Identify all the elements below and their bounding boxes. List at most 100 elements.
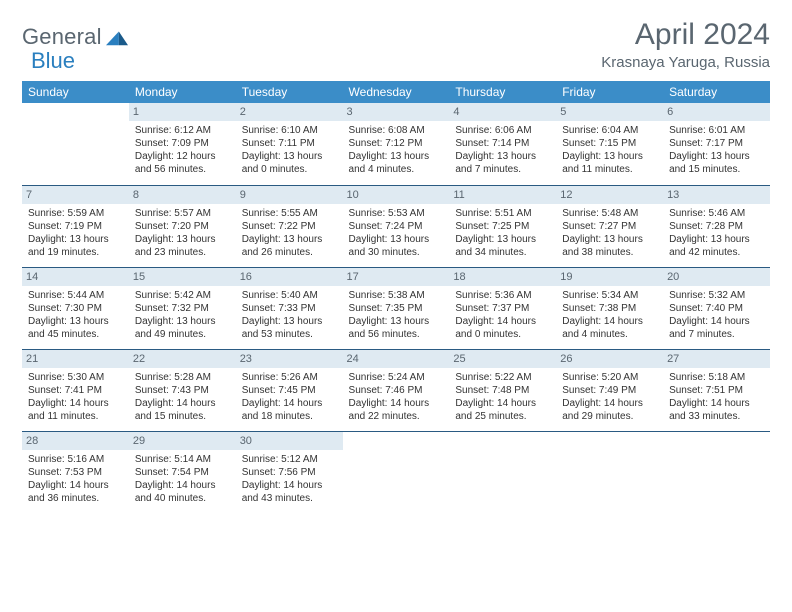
title-block: April 2024 Krasnaya Yaruga, Russia [601,18,770,71]
calendar-cell [343,431,450,513]
sunset-line: Sunset: 7:46 PM [349,384,444,397]
calendar-cell: 18Sunrise: 5:36 AMSunset: 7:37 PMDayligh… [449,267,556,349]
daylight-line: Daylight: 14 hours and 15 minutes. [135,397,230,423]
weekday-header: Wednesday [343,81,450,103]
sunset-line: Sunset: 7:12 PM [349,137,444,150]
daylight-line: Daylight: 13 hours and 0 minutes. [242,150,337,176]
sunrise-line: Sunrise: 5:20 AM [562,371,657,384]
sunrise-line: Sunrise: 5:51 AM [455,207,550,220]
sunrise-line: Sunrise: 5:12 AM [242,453,337,466]
sunset-line: Sunset: 7:54 PM [135,466,230,479]
day-number: 18 [449,268,556,286]
day-number: 26 [556,350,663,368]
sunrise-line: Sunrise: 5:55 AM [242,207,337,220]
sunset-line: Sunset: 7:41 PM [28,384,123,397]
day-number: 16 [236,268,343,286]
daylight-line: Daylight: 14 hours and 43 minutes. [242,479,337,505]
calendar-cell: 24Sunrise: 5:24 AMSunset: 7:46 PMDayligh… [343,349,450,431]
day-number: 1 [129,103,236,121]
daylight-line: Daylight: 13 hours and 19 minutes. [28,233,123,259]
day-number: 19 [556,268,663,286]
day-number: 22 [129,350,236,368]
day-number: 25 [449,350,556,368]
sunrise-line: Sunrise: 6:12 AM [135,124,230,137]
calendar-cell: 1Sunrise: 6:12 AMSunset: 7:09 PMDaylight… [129,103,236,185]
day-number: 2 [236,103,343,121]
sunrise-line: Sunrise: 5:18 AM [669,371,764,384]
calendar-cell: 27Sunrise: 5:18 AMSunset: 7:51 PMDayligh… [663,349,770,431]
day-number: 9 [236,186,343,204]
weekday-header: Sunday [22,81,129,103]
logo-text-blue: Blue [31,48,75,74]
calendar-cell: 10Sunrise: 5:53 AMSunset: 7:24 PMDayligh… [343,185,450,267]
sunset-line: Sunset: 7:22 PM [242,220,337,233]
day-number: 3 [343,103,450,121]
calendar-cell: 6Sunrise: 6:01 AMSunset: 7:17 PMDaylight… [663,103,770,185]
sunrise-line: Sunrise: 5:26 AM [242,371,337,384]
sunrise-line: Sunrise: 5:42 AM [135,289,230,302]
sunrise-line: Sunrise: 6:10 AM [242,124,337,137]
calendar-cell: 26Sunrise: 5:20 AMSunset: 7:49 PMDayligh… [556,349,663,431]
daylight-line: Daylight: 12 hours and 56 minutes. [135,150,230,176]
logo: General [22,18,130,50]
daylight-line: Daylight: 14 hours and 25 minutes. [455,397,550,423]
calendar-cell: 22 Sunrise: 5:28 AMSunset: 7:43 PMDayligh… [129,349,236,431]
sunset-line: Sunset: 7:45 PM [242,384,337,397]
sunset-line: Sunset: 7:43 PM [135,384,230,397]
location-subtitle: Krasnaya Yaruga, Russia [601,54,770,71]
sunset-line: Sunset: 7:51 PM [669,384,764,397]
calendar-cell: 8Sunrise: 5:57 AMSunset: 7:20 PMDaylight… [129,185,236,267]
calendar-table: SundayMondayTuesdayWednesdayThursdayFrid… [22,81,770,513]
logo-triangle-icon [106,28,128,46]
sunrise-line: Sunrise: 6:08 AM [349,124,444,137]
calendar-cell: 29Sunrise: 5:14 AMSunset: 7:54 PMDayligh… [129,431,236,513]
daylight-line: Daylight: 14 hours and 33 minutes. [669,397,764,423]
daylight-line: Daylight: 14 hours and 11 minutes. [28,397,123,423]
sunset-line: Sunset: 7:30 PM [28,302,123,315]
daylight-line: Daylight: 13 hours and 26 minutes. [242,233,337,259]
sunrise-line: Sunrise: 5:22 AM [455,371,550,384]
sunrise-line: Sunrise: 5:28 AM [135,371,230,384]
sunset-line: Sunset: 7:38 PM [562,302,657,315]
sunrise-line: Sunrise: 5:16 AM [28,453,123,466]
weekday-header: Friday [556,81,663,103]
daylight-line: Daylight: 13 hours and 38 minutes. [562,233,657,259]
day-number: 13 [663,186,770,204]
sunset-line: Sunset: 7:28 PM [669,220,764,233]
calendar-cell: 12Sunrise: 5:48 AMSunset: 7:27 PMDayligh… [556,185,663,267]
daylight-line: Daylight: 14 hours and 7 minutes. [669,315,764,341]
daylight-line: Daylight: 13 hours and 15 minutes. [669,150,764,176]
sunset-line: Sunset: 7:40 PM [669,302,764,315]
calendar-week-row: 1Sunrise: 6:12 AMSunset: 7:09 PMDaylight… [22,103,770,185]
sunrise-line: Sunrise: 5:38 AM [349,289,444,302]
calendar-cell: 2 Sunrise: 6:10 AMSunset: 7:11 PMDaylight… [236,103,343,185]
sunrise-line: Sunrise: 5:57 AM [135,207,230,220]
sunset-line: Sunset: 7:25 PM [455,220,550,233]
day-number: 30 [236,432,343,450]
sunrise-line: Sunrise: 6:01 AM [669,124,764,137]
calendar-header-row: SundayMondayTuesdayWednesdayThursdayFrid… [22,81,770,103]
calendar-cell: 15 Sunrise: 5:42 AMSunset: 7:32 PMDayligh… [129,267,236,349]
sunrise-line: Sunrise: 6:06 AM [455,124,550,137]
calendar-week-row: 21Sunrise: 5:30 AMSunset: 7:41 PMDayligh… [22,349,770,431]
day-number: 15 [129,268,236,286]
daylight-line: Daylight: 13 hours and 49 minutes. [135,315,230,341]
daylight-line: Daylight: 13 hours and 30 minutes. [349,233,444,259]
daylight-line: Daylight: 13 hours and 11 minutes. [562,150,657,176]
calendar-week-row: 7Sunrise: 5:59 AMSunset: 7:19 PMDaylight… [22,185,770,267]
sunrise-line: Sunrise: 5:53 AM [349,207,444,220]
day-number: 17 [343,268,450,286]
day-number: 23 [236,350,343,368]
calendar-cell [556,431,663,513]
calendar-cell: 25Sunrise: 5:22 AMSunset: 7:48 PMDayligh… [449,349,556,431]
sunrise-line: Sunrise: 5:40 AM [242,289,337,302]
sunrise-line: Sunrise: 6:04 AM [562,124,657,137]
weekday-header: Monday [129,81,236,103]
sunset-line: Sunset: 7:32 PM [135,302,230,315]
sunset-line: Sunset: 7:33 PM [242,302,337,315]
sunset-line: Sunset: 7:24 PM [349,220,444,233]
sunset-line: Sunset: 7:11 PM [242,137,337,150]
sunrise-line: Sunrise: 5:24 AM [349,371,444,384]
calendar-cell: 5Sunrise: 6:04 AMSunset: 7:15 PMDaylight… [556,103,663,185]
day-number: 28 [22,432,129,450]
